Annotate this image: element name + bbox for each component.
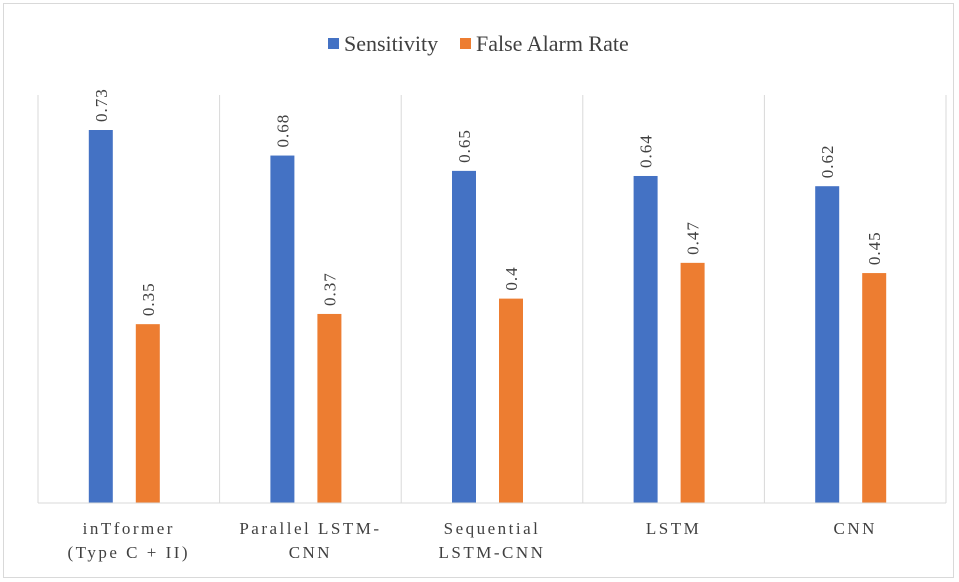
data-label: 0.37 [320, 272, 339, 306]
category-separators [37, 95, 947, 503]
bars-group [88, 130, 887, 503]
legend-label-0: Sensitivity [344, 31, 438, 56]
data-labels-group: 0.73 0.35 0.68 0.37 0.65 0.4 0.64 0.47 0.62 0.45 [92, 88, 884, 316]
bar-false-alarm-rate [680, 262, 705, 503]
legend-label-1: False Alarm Rate [476, 31, 629, 56]
category-label: CNN [833, 519, 876, 538]
category-label: Sequential LSTM-CNN [439, 519, 546, 562]
bar-false-alarm-rate [862, 273, 887, 503]
data-label: 0.64 [637, 134, 656, 168]
data-label: 0.47 [684, 221, 703, 255]
bar-sensitivity [452, 170, 476, 503]
category-label: inTformer (Type C + II) [68, 519, 191, 562]
legend-swatch-1 [460, 38, 471, 49]
data-label: 0.62 [818, 144, 837, 178]
data-label: 0.68 [273, 114, 292, 148]
category-labels-group: inTformer (Type C + II) Parallel LSTM-CNN S… [68, 519, 876, 562]
bar-false-alarm-rate [135, 324, 160, 503]
legend-swatch-0 [328, 38, 339, 49]
bar-sensitivity [815, 186, 840, 503]
category-label: LSTM [646, 519, 701, 538]
category-label: Parallel LSTM-CNN [239, 519, 381, 562]
data-label: 0.65 [455, 129, 474, 163]
chart-frame [3, 3, 954, 578]
data-label: 0.4 [502, 266, 521, 290]
data-label: 0.73 [92, 88, 111, 122]
bar-sensitivity [633, 175, 658, 503]
chart-legend: Sensitivity False Alarm Rate [328, 31, 629, 56]
bar-sensitivity [88, 130, 113, 503]
bar-sensitivity [270, 155, 295, 503]
bar-false-alarm-rate [499, 298, 523, 503]
bar-false-alarm-rate [317, 313, 342, 503]
data-label: 0.35 [139, 282, 158, 316]
data-label: 0.45 [865, 231, 884, 265]
